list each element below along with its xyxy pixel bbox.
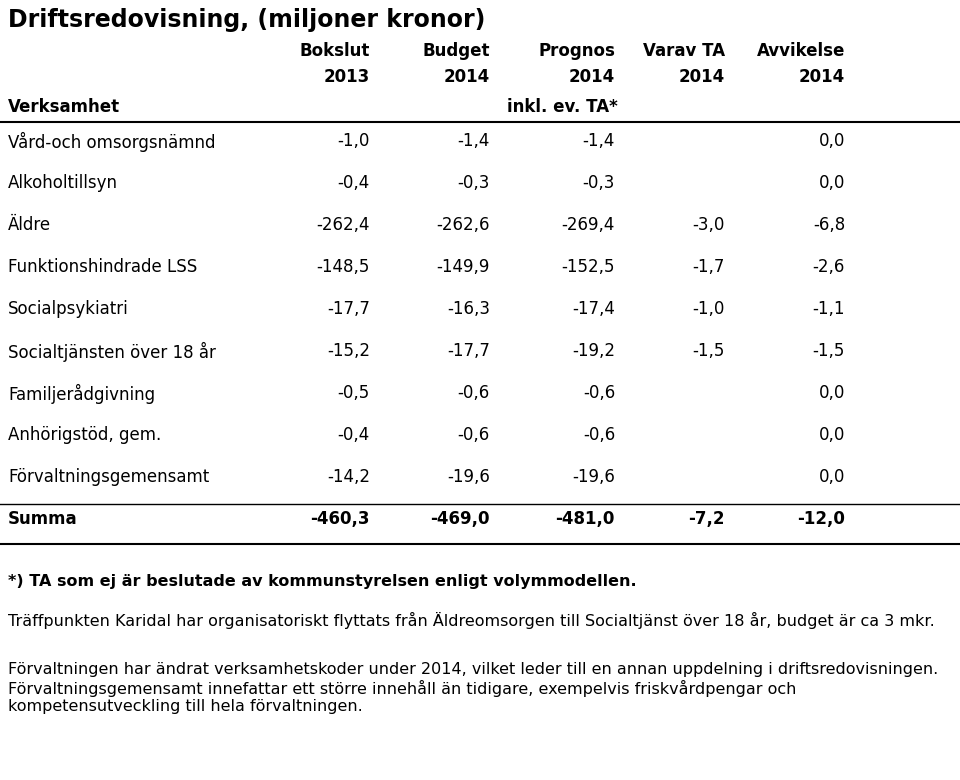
Text: -0,6: -0,6 <box>583 384 615 402</box>
Text: -481,0: -481,0 <box>556 510 615 528</box>
Text: 0,0: 0,0 <box>819 174 845 192</box>
Text: -7,2: -7,2 <box>688 510 725 528</box>
Text: -0,3: -0,3 <box>458 174 490 192</box>
Text: Driftsredovisning, (miljoner kronor): Driftsredovisning, (miljoner kronor) <box>8 8 486 32</box>
Text: -0,5: -0,5 <box>338 384 370 402</box>
Text: -262,4: -262,4 <box>317 216 370 234</box>
Text: Anhörigstöd, gem.: Anhörigstöd, gem. <box>8 426 161 444</box>
Text: Budget: Budget <box>422 42 490 60</box>
Text: Förvaltningsgemensamt: Förvaltningsgemensamt <box>8 468 209 486</box>
Text: -0,6: -0,6 <box>458 384 490 402</box>
Text: -19,2: -19,2 <box>572 342 615 360</box>
Text: -1,0: -1,0 <box>338 132 370 150</box>
Text: Prognos: Prognos <box>539 42 615 60</box>
Text: -0,4: -0,4 <box>338 174 370 192</box>
Text: -1,5: -1,5 <box>692 342 725 360</box>
Text: Äldre: Äldre <box>8 216 51 234</box>
Text: -17,4: -17,4 <box>572 300 615 318</box>
Text: Förvaltningen har ändrat verksamhetskoder under 2014, vilket leder till en annan: Förvaltningen har ändrat verksamhetskode… <box>8 662 938 714</box>
Text: -0,6: -0,6 <box>583 426 615 444</box>
Text: 0,0: 0,0 <box>819 468 845 486</box>
Text: -148,5: -148,5 <box>317 258 370 276</box>
Text: Varav TA: Varav TA <box>643 42 725 60</box>
Text: -262,6: -262,6 <box>437 216 490 234</box>
Text: -1,0: -1,0 <box>692 300 725 318</box>
Text: -14,2: -14,2 <box>327 468 370 486</box>
Text: -17,7: -17,7 <box>327 300 370 318</box>
Text: Familjerådgivning: Familjerådgivning <box>8 384 156 404</box>
Text: -1,4: -1,4 <box>458 132 490 150</box>
Text: 0,0: 0,0 <box>819 132 845 150</box>
Text: -6,8: -6,8 <box>813 216 845 234</box>
Text: Avvikelse: Avvikelse <box>756 42 845 60</box>
Text: 2014: 2014 <box>799 68 845 86</box>
Text: 0,0: 0,0 <box>819 384 845 402</box>
Text: -149,9: -149,9 <box>437 258 490 276</box>
Text: 0,0: 0,0 <box>819 426 845 444</box>
Text: -0,4: -0,4 <box>338 426 370 444</box>
Text: Socialpsykiatri: Socialpsykiatri <box>8 300 129 318</box>
Text: -2,6: -2,6 <box>812 258 845 276</box>
Text: -0,6: -0,6 <box>458 426 490 444</box>
Text: -12,0: -12,0 <box>797 510 845 528</box>
Text: -16,3: -16,3 <box>447 300 490 318</box>
Text: -3,0: -3,0 <box>692 216 725 234</box>
Text: -17,7: -17,7 <box>447 342 490 360</box>
Text: Socialtjänsten över 18 år: Socialtjänsten över 18 år <box>8 342 216 362</box>
Text: -1,4: -1,4 <box>583 132 615 150</box>
Text: -1,1: -1,1 <box>812 300 845 318</box>
Text: *) TA som ej är beslutade av kommunstyrelsen enligt volymmodellen.: *) TA som ej är beslutade av kommunstyre… <box>8 574 636 589</box>
Text: -460,3: -460,3 <box>310 510 370 528</box>
Text: Vård-och omsorgsnämnd: Vård-och omsorgsnämnd <box>8 132 215 152</box>
Text: Funktionshindrade LSS: Funktionshindrade LSS <box>8 258 197 276</box>
Text: -19,6: -19,6 <box>447 468 490 486</box>
Text: -19,6: -19,6 <box>572 468 615 486</box>
Text: inkl. ev. TA*: inkl. ev. TA* <box>507 98 618 116</box>
Text: 2014: 2014 <box>568 68 615 86</box>
Text: -152,5: -152,5 <box>562 258 615 276</box>
Text: Summa: Summa <box>8 510 78 528</box>
Text: -0,3: -0,3 <box>583 174 615 192</box>
Text: -1,5: -1,5 <box>812 342 845 360</box>
Text: -269,4: -269,4 <box>562 216 615 234</box>
Text: Bokslut: Bokslut <box>300 42 370 60</box>
Text: -15,2: -15,2 <box>327 342 370 360</box>
Text: Träffpunkten Karidal har organisatoriskt flyttats från Äldreomsorgen till Social: Träffpunkten Karidal har organisatoriskt… <box>8 612 935 629</box>
Text: -469,0: -469,0 <box>430 510 490 528</box>
Text: 2014: 2014 <box>444 68 490 86</box>
Text: Verksamhet: Verksamhet <box>8 98 120 116</box>
Text: Alkoholtillsyn: Alkoholtillsyn <box>8 174 118 192</box>
Text: 2013: 2013 <box>324 68 370 86</box>
Text: -1,7: -1,7 <box>692 258 725 276</box>
Text: 2014: 2014 <box>679 68 725 86</box>
